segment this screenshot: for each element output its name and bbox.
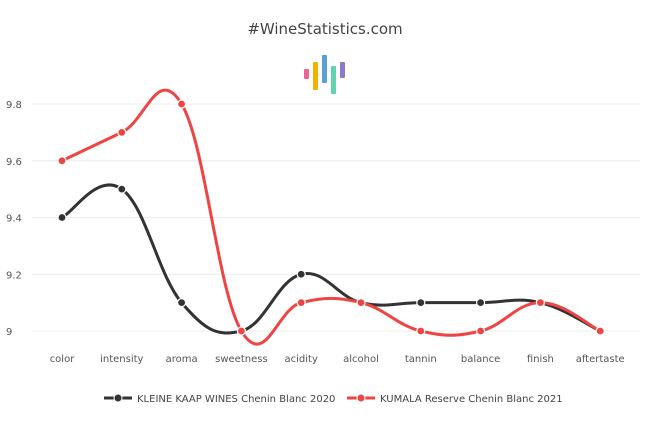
- data-point[interactable]: [296, 298, 306, 308]
- data-point[interactable]: [117, 184, 127, 194]
- y-axis: 9 9.2 9.4 9.6 9.8: [6, 100, 22, 338]
- data-point[interactable]: [177, 99, 187, 109]
- y-tick-label: 9.2: [6, 270, 22, 281]
- data-point[interactable]: [296, 269, 306, 279]
- legend-label: KLEINE KAAP WINES Chenin Blanc 2020: [137, 394, 335, 405]
- logo-bar: [304, 69, 309, 79]
- x-tick-label: finish: [527, 354, 554, 365]
- data-point[interactable]: [476, 326, 486, 336]
- legend-item[interactable]: KLEINE KAAP WINES Chenin Blanc 2020: [104, 393, 335, 405]
- data-point[interactable]: [177, 298, 187, 308]
- y-tick-label: 9.6: [6, 157, 22, 168]
- data-point[interactable]: [416, 298, 426, 308]
- logo-bar: [340, 62, 345, 78]
- legend-label: KUMALA Reserve Chenin Blanc 2021: [380, 394, 563, 405]
- data-point[interactable]: [595, 326, 605, 336]
- x-tick-label: color: [50, 354, 76, 365]
- bar-logo-icon: [304, 55, 345, 94]
- x-axis: color intensity aroma sweetness acidity alcoh…: [50, 354, 625, 365]
- series-line: [61, 183, 601, 335]
- series-1: [57, 183, 605, 336]
- x-tick-label: aftertaste: [576, 354, 625, 365]
- legend-marker: [356, 393, 366, 403]
- chart-title: #WineStatistics.com: [247, 20, 403, 38]
- y-tick-label: 9: [6, 327, 12, 338]
- logo-bar: [331, 66, 336, 94]
- series-line: [61, 88, 601, 346]
- x-tick-label: acidity: [285, 354, 318, 365]
- legend-item[interactable]: KUMALA Reserve Chenin Blanc 2021: [347, 393, 563, 405]
- series-2: [57, 88, 605, 346]
- x-tick-label: alcohol: [343, 354, 379, 365]
- x-tick-label: sweetness: [215, 354, 268, 365]
- data-point[interactable]: [535, 298, 546, 308]
- grid-lines: [32, 103, 640, 332]
- x-tick-label: intensity: [100, 354, 143, 365]
- data-point[interactable]: [117, 127, 127, 137]
- x-tick-label: tannin: [405, 354, 437, 365]
- y-tick-label: 9.4: [6, 214, 22, 225]
- legend-marker: [113, 393, 123, 403]
- x-tick-label: aroma: [166, 354, 198, 365]
- data-point[interactable]: [236, 326, 246, 336]
- data-point[interactable]: [57, 212, 67, 223]
- logo-bar: [322, 55, 327, 83]
- y-tick-label: 9.8: [6, 100, 22, 111]
- logo-bar: [313, 62, 318, 90]
- data-point[interactable]: [356, 298, 366, 308]
- data-point[interactable]: [416, 326, 426, 336]
- x-tick-label: balance: [461, 354, 500, 365]
- series-layer: [57, 88, 605, 346]
- legend[interactable]: KLEINE KAAP WINES Chenin Blanc 2020 KUMAL…: [104, 393, 563, 405]
- data-point[interactable]: [57, 156, 67, 166]
- data-point[interactable]: [476, 298, 486, 308]
